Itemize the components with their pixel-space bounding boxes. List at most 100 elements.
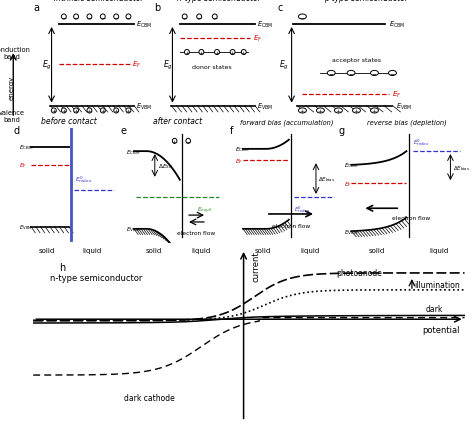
Text: $E_F$: $E_F$ [344,179,352,188]
Text: $E_{\rm CBM}$: $E_{\rm CBM}$ [136,20,153,30]
Text: $E_{\rm VBM}$: $E_{\rm VBM}$ [126,225,140,234]
Text: c: c [277,3,283,13]
Circle shape [230,50,235,55]
Circle shape [347,71,355,77]
Text: current: current [252,251,261,282]
Circle shape [335,109,342,114]
Text: liquid: liquid [300,248,319,254]
Text: dark: dark [426,305,444,314]
Text: $+$: $+$ [113,107,119,115]
Text: $+$: $+$ [299,107,306,115]
Circle shape [184,50,190,55]
Circle shape [371,109,378,114]
Text: $+$: $+$ [214,49,220,57]
Circle shape [126,15,131,20]
Circle shape [51,109,56,114]
Text: $E_{\rm CBM}$: $E_{\rm CBM}$ [126,147,140,156]
Text: $E_{\rm VBM}$: $E_{\rm VBM}$ [136,101,152,111]
Text: $-$: $-$ [86,15,93,20]
Text: $+$: $+$ [371,107,378,115]
Text: conduction
band: conduction band [0,47,30,60]
Text: $-$: $-$ [196,15,202,20]
Text: $+$: $+$ [61,107,67,115]
Circle shape [73,15,79,20]
Text: $E_F$: $E_F$ [253,34,262,44]
Text: $+$: $+$ [86,107,93,115]
Text: solid: solid [255,248,271,254]
Circle shape [182,15,187,20]
Circle shape [317,109,324,114]
Text: $E_{\rm VBM}$: $E_{\rm VBM}$ [396,101,412,111]
Circle shape [114,109,118,114]
Circle shape [173,139,177,144]
Circle shape [73,109,79,114]
Circle shape [114,15,118,20]
Text: intrinsic semiconductor: intrinsic semiconductor [54,0,143,3]
Text: $\Delta E_{\rm bias}$: $\Delta E_{\rm bias}$ [318,175,335,184]
Text: $E^0_{\rm redox}$: $E^0_{\rm redox}$ [413,136,429,147]
Text: $E_g$: $E_g$ [279,59,290,72]
Text: g: g [338,126,345,135]
Text: $-$: $-$ [125,15,132,20]
Text: $+$: $+$ [171,138,178,145]
Text: $E_F$: $E_F$ [235,157,243,166]
Text: solid: solid [39,248,55,254]
Text: $-$: $-$ [73,15,79,20]
Text: $E_{\rm VBM}$: $E_{\rm VBM}$ [257,101,273,111]
Text: $+$: $+$ [240,49,247,57]
Circle shape [61,109,66,114]
Text: $E_{\rm CBM}$: $E_{\rm CBM}$ [344,161,358,170]
Text: $E_{\rm VBM}$: $E_{\rm VBM}$ [344,227,358,236]
Text: f: f [229,126,233,135]
Circle shape [299,109,306,114]
Text: n-type semiconductor: n-type semiconductor [177,0,261,3]
Text: $\Delta E_{\rm bias}$: $\Delta E_{\rm bias}$ [453,163,470,172]
Circle shape [126,109,131,114]
Text: $+$: $+$ [198,49,205,57]
Text: $-$: $-$ [185,139,191,144]
Text: $\Delta E_{SC}$: $\Delta E_{SC}$ [158,162,173,170]
Text: $-$: $-$ [328,71,335,76]
Text: $E_{\rm CBM}$: $E_{\rm CBM}$ [19,143,34,152]
Text: electron flow: electron flow [272,224,310,229]
Text: $-$: $-$ [348,71,354,76]
Circle shape [353,109,360,114]
Text: $-$: $-$ [211,15,218,20]
Circle shape [327,71,335,77]
Text: $+$: $+$ [125,107,132,115]
Text: $+$: $+$ [51,107,57,115]
Text: dark cathode: dark cathode [124,393,174,402]
Text: $+$: $+$ [353,107,360,115]
Text: $+$: $+$ [73,107,79,115]
Text: $E_F$: $E_F$ [19,161,27,170]
Text: $-$: $-$ [61,15,67,20]
Text: solid: solid [368,248,384,254]
Text: $E^0_{\rm redox}$: $E^0_{\rm redox}$ [75,174,92,185]
Text: $+$: $+$ [335,107,342,115]
Text: $E^0_{\rm redox}$: $E^0_{\rm redox}$ [294,204,310,215]
Circle shape [100,109,105,114]
Text: $-$: $-$ [113,15,119,20]
Text: $-$: $-$ [182,15,188,20]
Text: forward bias (accumulation): forward bias (accumulation) [240,119,334,126]
Text: after contact: after contact [153,117,202,126]
Text: n-type semiconductor: n-type semiconductor [50,273,143,283]
Text: $E_{\rm CBM}$: $E_{\rm CBM}$ [235,145,249,154]
Circle shape [61,15,66,20]
Text: $+$: $+$ [317,107,324,115]
Text: $E_g$: $E_g$ [42,59,52,72]
Text: $+$: $+$ [229,49,236,57]
Circle shape [241,50,246,55]
Text: $+$: $+$ [100,107,106,115]
Text: h: h [59,262,66,272]
Text: $+$: $+$ [183,49,190,57]
Text: electron flow: electron flow [392,215,430,221]
Circle shape [299,15,306,20]
Text: d: d [14,126,20,135]
Text: liquid: liquid [191,248,210,254]
Circle shape [197,15,201,20]
Circle shape [199,50,204,55]
Text: $-$: $-$ [371,71,378,76]
Text: electron flow: electron flow [177,230,216,235]
Text: liquid: liquid [429,248,449,254]
